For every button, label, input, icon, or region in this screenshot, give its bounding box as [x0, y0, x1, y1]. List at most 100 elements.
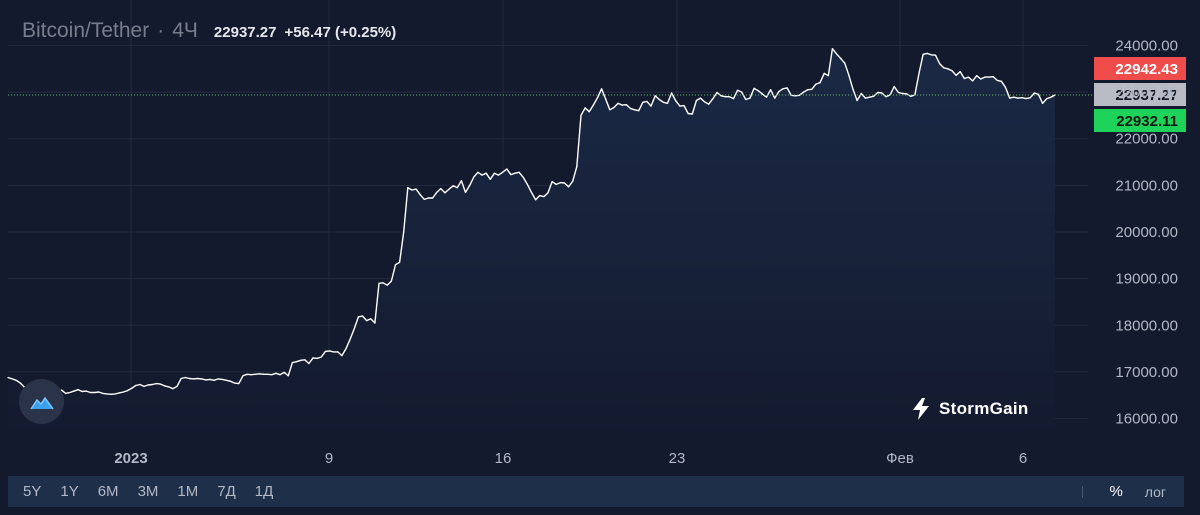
x-tick-label: 9	[325, 450, 333, 467]
price-change: +56.47 (+0.25%)	[284, 24, 397, 41]
price-point	[366, 320, 368, 322]
price-point	[1046, 98, 1048, 100]
price-point	[436, 191, 438, 193]
price-point	[844, 62, 846, 64]
price-point	[596, 97, 599, 99]
price-point	[333, 351, 335, 353]
price-point	[73, 390, 75, 392]
price-point	[250, 374, 252, 376]
price-point	[959, 71, 961, 73]
price-point	[473, 176, 475, 178]
price-point	[89, 391, 91, 394]
price-point	[988, 76, 990, 78]
price-point	[819, 82, 821, 84]
price-point	[572, 180, 574, 182]
price-point	[1000, 80, 1003, 82]
timeframe-label[interactable]: 4Ч	[172, 19, 198, 42]
price-point	[827, 75, 829, 77]
price-point	[337, 351, 339, 353]
price-point	[699, 97, 702, 99]
price-point	[452, 185, 454, 187]
price-point	[906, 93, 908, 95]
price-point	[1021, 97, 1023, 99]
range-1y-button[interactable]: 1Y	[60, 483, 79, 500]
header-separator: ·	[157, 19, 165, 42]
symbol-name: Bitcoin/Tether	[22, 19, 150, 42]
price-point	[94, 391, 96, 394]
price-point	[357, 316, 359, 318]
price-point	[835, 53, 838, 55]
price-point	[349, 338, 351, 340]
cloud-chart-icon[interactable]	[19, 379, 64, 424]
price-point	[815, 83, 817, 85]
price-point	[353, 328, 355, 330]
price-point	[390, 280, 392, 282]
price-point	[646, 100, 648, 102]
price-point	[122, 391, 124, 393]
range-5y-button[interactable]: 5Y	[23, 483, 42, 500]
y-tick-label: 16000.00	[1115, 411, 1178, 428]
price-point	[658, 98, 660, 101]
range-3m-button[interactable]: 3M	[137, 483, 159, 500]
price-point	[263, 373, 265, 375]
price-point	[283, 371, 285, 373]
price-point	[522, 176, 524, 178]
range-6m-button[interactable]: 6M	[97, 483, 119, 500]
watermark-brand: StormGain	[939, 399, 1029, 418]
price-point	[774, 97, 776, 99]
price-point	[481, 174, 483, 176]
price-point	[840, 57, 842, 60]
price-point	[11, 378, 13, 380]
percent-scale-toggle[interactable]: %	[1109, 483, 1123, 500]
price-point	[1033, 92, 1035, 94]
ask-price-tag: 22942.43	[1094, 57, 1186, 80]
price-point	[242, 375, 244, 377]
price-point	[184, 376, 186, 379]
price-point	[159, 383, 162, 385]
price-point	[497, 174, 500, 176]
price-point	[654, 95, 656, 97]
price-point	[551, 181, 553, 183]
price-point	[638, 110, 640, 112]
range-1m-button[interactable]: 1M	[177, 483, 199, 500]
price-point	[530, 191, 533, 193]
price-point	[246, 373, 248, 375]
log-scale-toggle[interactable]: лог	[1144, 483, 1166, 500]
x-tick-label: 16	[495, 450, 512, 467]
x-tick-label: 23	[669, 450, 686, 467]
price-point	[131, 387, 133, 389]
price-point	[881, 92, 883, 94]
price-point	[675, 100, 677, 102]
price-point	[749, 97, 751, 99]
price-point	[922, 53, 924, 55]
price-point	[976, 75, 978, 77]
price-point	[1017, 97, 1019, 99]
price-point	[972, 80, 974, 82]
price-point	[510, 174, 512, 176]
price-point	[671, 92, 673, 94]
ask-price-tag-label: 22942.43	[1115, 61, 1178, 78]
price-point	[407, 187, 409, 189]
price-point	[201, 378, 203, 380]
price-point	[493, 172, 495, 174]
price-point	[947, 68, 949, 70]
price-point	[469, 184, 471, 186]
price-point	[489, 178, 491, 180]
scale-options: % лог	[1082, 476, 1184, 507]
price-point	[464, 191, 467, 193]
price-point	[662, 101, 665, 103]
price-point	[258, 373, 260, 375]
price-point	[613, 106, 615, 109]
price-point	[456, 187, 458, 189]
x-tick-label: 2023	[114, 450, 147, 467]
price-point	[724, 96, 726, 98]
price-point	[848, 74, 850, 76]
price-point	[563, 182, 566, 184]
price-point	[687, 112, 689, 115]
y-tick-label: 19000.00	[1115, 271, 1178, 288]
price-point	[81, 390, 83, 393]
range-1d-button[interactable]: 1Д	[254, 483, 274, 500]
range-7d-button[interactable]: 7Д	[217, 483, 236, 500]
price-point	[370, 318, 372, 320]
